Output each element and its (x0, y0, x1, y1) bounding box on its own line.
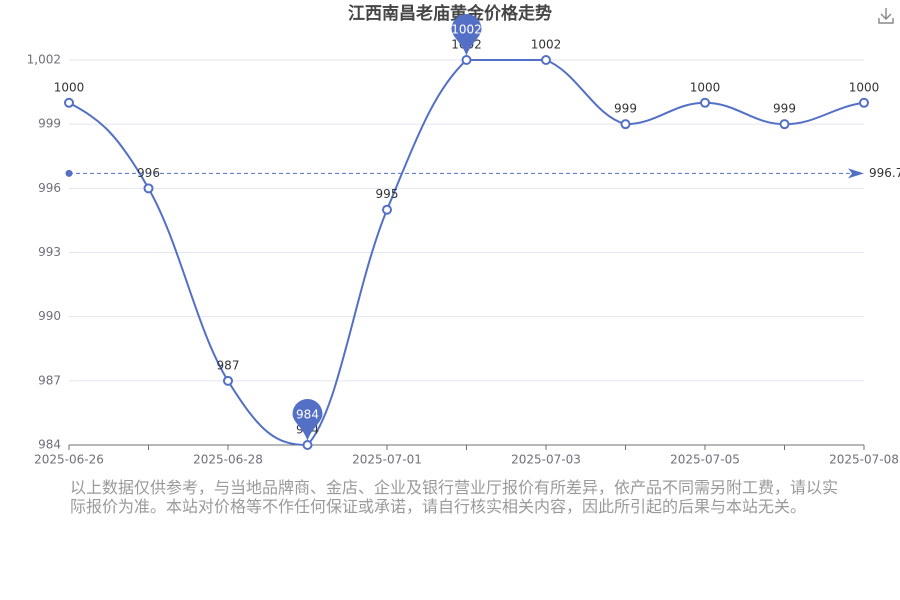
point (620, 119, 631, 130)
point (382, 204, 392, 215)
point (223, 375, 233, 386)
y-tick-label: 996 (38, 181, 61, 195)
pin-label: 1002 (451, 23, 482, 37)
x-tick-label: 2025-06-28 (193, 453, 263, 467)
y-tick-label: 987 (38, 373, 61, 387)
data-label: 995 (376, 187, 399, 201)
point (461, 55, 472, 65)
y-tick-label: 993 (38, 245, 61, 259)
x-tick-label: 2025-07-03 (511, 453, 581, 467)
point (859, 97, 869, 108)
data-label: 999 (773, 102, 796, 116)
x-tick-label: 2025-07-05 (670, 453, 740, 467)
point (302, 440, 313, 450)
pin (292, 399, 323, 441)
average-label: 996.7 (869, 166, 900, 180)
data-label: 1002 (531, 38, 562, 52)
data-label: 1000 (54, 80, 85, 94)
data-label: 996 (137, 166, 160, 180)
y-tick-label: 1,002 (27, 53, 61, 67)
data-label: 1000 (690, 80, 721, 94)
pin-label: 984 (296, 408, 319, 422)
point (700, 97, 710, 108)
data-label: 987 (217, 358, 240, 372)
point (779, 119, 790, 130)
disclaimer: 以上数据仅供参考，与当地品牌商、金店、企业及银行营业厅报价有所差异，依产品不同需… (70, 478, 839, 516)
data-label: 1000 (849, 80, 880, 94)
download-icon[interactable] (878, 8, 894, 24)
x-tick-label: 2025-07-08 (829, 453, 899, 467)
y-tick-label: 990 (38, 309, 61, 323)
point (64, 97, 74, 108)
y-tick-label: 984 (38, 438, 61, 452)
chart-title: 江西南昌老庙黄金价格走势 (348, 3, 552, 24)
data-label: 999 (614, 102, 637, 116)
point (541, 55, 551, 65)
average-arrow (848, 168, 864, 179)
y-tick-label: 999 (38, 117, 61, 131)
point (143, 183, 154, 194)
pin (451, 14, 482, 57)
x-tick-label: 2025-07-01 (352, 453, 422, 467)
x-tick-label: 2025-06-26 (34, 453, 104, 467)
